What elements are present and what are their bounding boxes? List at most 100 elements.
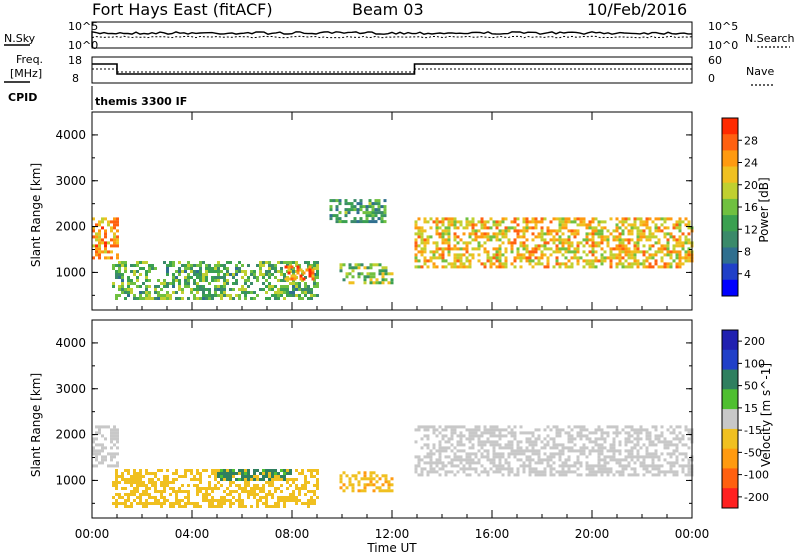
echo-cell [390, 483, 394, 487]
echo-cell [301, 297, 304, 300]
echo-cell [630, 446, 634, 450]
echo-cell [127, 478, 130, 481]
echo-cell [450, 458, 454, 462]
echo-cell [429, 470, 433, 474]
echo-cell [253, 276, 256, 279]
echo-cell [525, 464, 529, 468]
echo-cell [633, 455, 637, 459]
echo-cell [639, 446, 643, 450]
echo-cell [353, 199, 357, 203]
echo-cell [672, 461, 676, 465]
echo-cell [477, 235, 481, 239]
echo-cell [148, 493, 151, 496]
echo-cell [253, 493, 256, 496]
echo-cell [133, 264, 136, 267]
echo-cell [525, 437, 529, 441]
echo-cell [492, 235, 496, 239]
echo-cell [289, 261, 292, 264]
echo-cell [271, 475, 274, 478]
power-echo-layer [92, 199, 694, 300]
echo-cell [313, 502, 316, 505]
echo-cell [181, 297, 184, 300]
echo-cell [603, 220, 607, 224]
echo-cell [462, 434, 466, 438]
echo-cell [351, 269, 355, 273]
echo-cell [474, 238, 478, 242]
echo-cell [456, 241, 460, 245]
echo-cell [310, 291, 313, 294]
echo-cell [229, 502, 232, 505]
echo-cell [495, 226, 499, 230]
echo-cell [438, 253, 442, 257]
echo-cell [576, 232, 580, 236]
echo-cell [675, 470, 679, 474]
echo-cell [663, 443, 667, 447]
echo-cell [456, 256, 460, 260]
echo-cell [259, 496, 262, 499]
echo-cell [522, 464, 526, 468]
echo-cell [145, 487, 148, 490]
echo-cell [645, 250, 649, 254]
echo-cell [193, 297, 196, 300]
echo-cell [465, 428, 469, 432]
echo-cell [630, 467, 634, 471]
echo-cell [588, 431, 592, 435]
date-title: 10/Feb/2016 [587, 0, 687, 19]
colorbar-tick-label: 12 [744, 223, 758, 236]
echo-cell [116, 253, 119, 257]
echo-cell [241, 499, 244, 502]
echo-cell [304, 288, 307, 291]
echo-cell [573, 235, 577, 239]
echo-cell [630, 265, 634, 269]
echo-cell [507, 229, 511, 233]
echo-cell [660, 223, 664, 227]
echo-cell [657, 467, 661, 471]
echo-cell [295, 484, 298, 487]
echo-cell [307, 291, 310, 294]
echo-cell [501, 455, 505, 459]
echo-cell [196, 291, 199, 294]
echo-cell [145, 493, 148, 496]
echo-cell [579, 425, 583, 429]
echo-cell [353, 205, 357, 209]
echo-cell [669, 256, 673, 260]
echo-cell [570, 464, 574, 468]
echo-cell [113, 220, 116, 224]
echo-cell [414, 440, 418, 444]
echo-cell [594, 250, 598, 254]
echo-cell [645, 467, 649, 471]
echo-cell [316, 478, 319, 481]
echo-cell [636, 449, 640, 453]
echo-cell [492, 262, 496, 266]
echo-cell [277, 288, 280, 291]
echo-cell [304, 261, 307, 264]
echo-cell [438, 425, 442, 429]
echo-cell [139, 294, 142, 297]
echo-cell [528, 458, 532, 462]
echo-cell [217, 499, 220, 502]
echo-cell [157, 297, 160, 300]
echo-cell [178, 505, 181, 508]
echo-cell [621, 217, 625, 221]
echo-cell [301, 472, 304, 475]
echo-cell [645, 452, 649, 456]
echo-cell [107, 425, 110, 429]
y-tick-label: 3000 [55, 174, 86, 188]
echo-cell [104, 425, 107, 429]
echo-cell [154, 496, 157, 499]
echo-cell [519, 446, 523, 450]
echo-cell [453, 458, 457, 462]
echo-cell [585, 467, 589, 471]
echo-cell [537, 470, 541, 474]
echo-cell [113, 226, 116, 230]
echo-cell [229, 273, 232, 276]
echo-cell [633, 244, 637, 248]
echo-cell [378, 272, 382, 276]
echo-cell [378, 489, 382, 493]
echo-cell [304, 282, 307, 285]
echo-cell [124, 264, 127, 267]
echo-cell [684, 259, 688, 263]
echo-cell [190, 264, 193, 267]
echo-cell [465, 473, 469, 477]
echo-cell [657, 434, 661, 438]
